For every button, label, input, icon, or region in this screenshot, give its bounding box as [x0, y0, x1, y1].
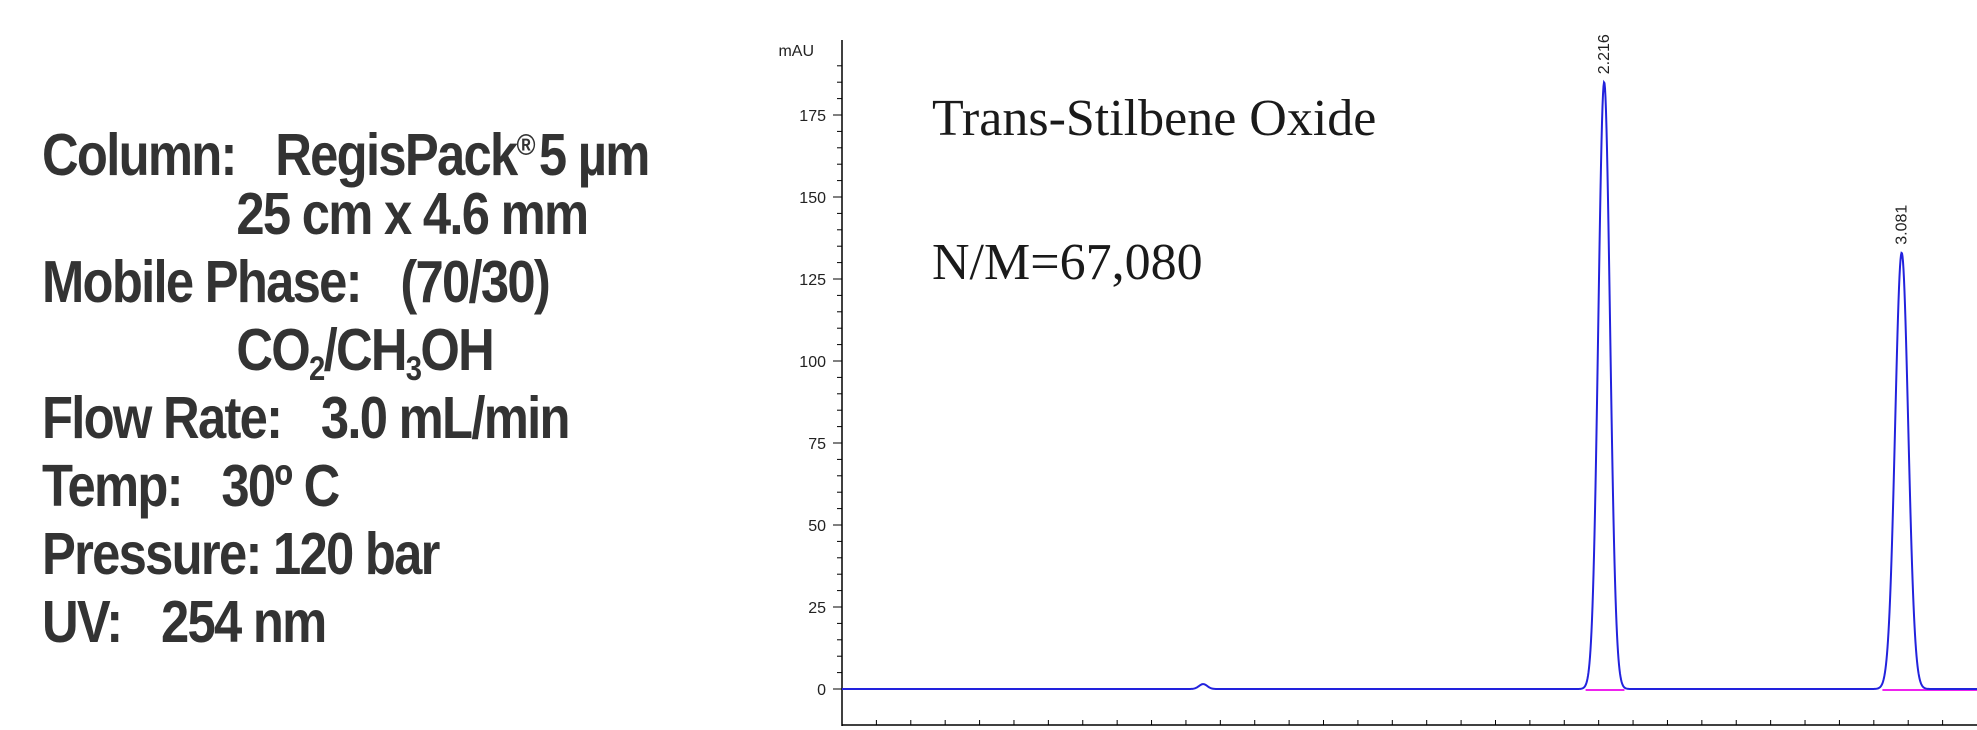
y-tick-label: 175 — [799, 108, 826, 125]
peak-retention-label: 2.216 — [1596, 34, 1613, 74]
x-axis — [842, 720, 1977, 725]
y-tick-label: 50 — [808, 518, 826, 535]
y-tick-label: 150 — [799, 190, 826, 207]
y-axis: 0 25 50 75 100 125 150 175 mAU — [778, 40, 842, 726]
y-tick-label: 100 — [799, 354, 826, 371]
y-axis-label: mAU — [778, 43, 814, 60]
chromatogram-traces — [842, 82, 1977, 689]
peak-labels: 2.216 3.081 — [1596, 34, 1911, 245]
y-tick-label: 0 — [817, 682, 826, 699]
peak-retention-label: 3.081 — [1894, 205, 1911, 245]
y-tick-label: 125 — [799, 272, 826, 289]
chart-title: Trans-Stilbene Oxide — [932, 90, 1376, 147]
y-tick-label: 25 — [808, 600, 826, 617]
y-tick-label: 75 — [808, 436, 826, 453]
chart-subtitle: N/M=67,080 — [932, 234, 1203, 291]
chromatogram-trace — [842, 82, 1977, 689]
